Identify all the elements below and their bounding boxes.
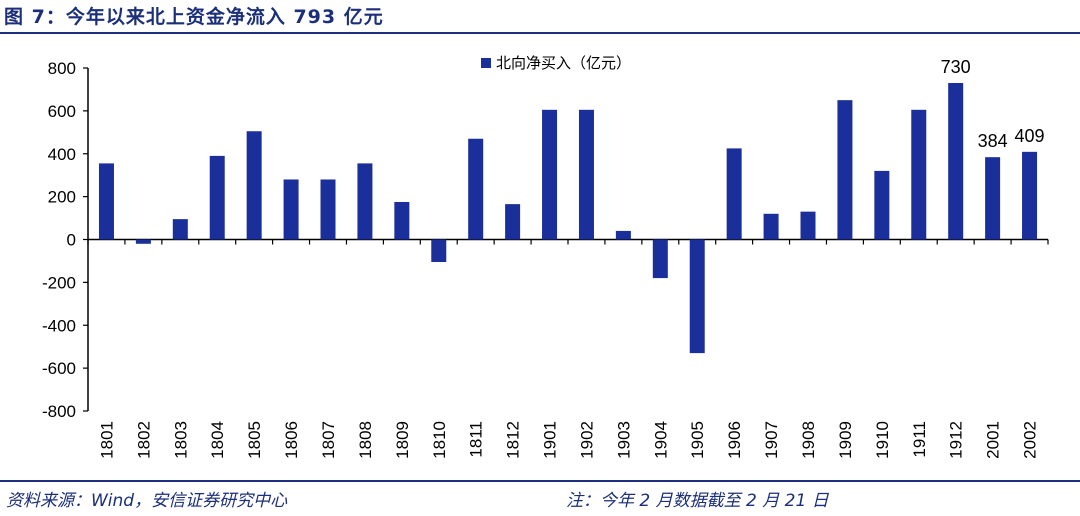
data-label: 384 [978, 131, 1008, 151]
bar-1911 [911, 109, 927, 240]
bar-1906 [726, 148, 742, 240]
bar-1805 [246, 131, 262, 240]
x-tick-label: 1901 [541, 421, 560, 459]
bar-1912 [948, 83, 964, 240]
title-divider [0, 32, 1080, 34]
y-tick-label: -600 [42, 359, 76, 378]
bar-1806 [283, 179, 299, 240]
x-tick-label: 1810 [430, 421, 449, 459]
page-title: 图 7：今年以来北上资金净流入 793 亿元 [4, 6, 384, 28]
x-tick-label: 1812 [504, 421, 523, 459]
x-tick-label: 1906 [725, 421, 744, 459]
bar-1807 [320, 179, 336, 240]
y-tick-label: -800 [42, 402, 76, 421]
source-note: 资料来源：Wind，安信证券研究中心 [6, 491, 288, 511]
x-tick-label: 1911 [910, 421, 929, 458]
bar-1812 [505, 204, 521, 240]
y-tick-label: 800 [48, 59, 76, 78]
date-note: 注：今年 2 月数据截至 2 月 21 日 [566, 491, 829, 511]
x-tick-label: 1902 [577, 421, 596, 459]
x-tick-label: 2002 [1021, 421, 1040, 459]
x-tick-label: 1806 [282, 421, 301, 459]
x-tick-label: 1808 [356, 421, 375, 459]
y-tick-label: 400 [48, 145, 76, 164]
x-tick-label: 1905 [688, 421, 707, 459]
chart-labels: 1801 1802 1803 1804 1805 1806 1807 1808 1809 1810… [97, 57, 1044, 459]
bar-1904 [652, 239, 668, 279]
bar-1910 [874, 170, 890, 240]
y-tick-label: 200 [48, 188, 76, 207]
chart-legend: 北向净买入（亿元） [481, 54, 631, 72]
bar-2001 [985, 157, 1001, 240]
bar-1903 [615, 230, 631, 240]
bar-1810 [431, 239, 447, 263]
x-tick-label: 1809 [393, 421, 412, 459]
bar-1801 [98, 163, 114, 240]
bar-1804 [209, 155, 225, 240]
x-tick-label: 1912 [947, 421, 966, 459]
footer-divider [0, 480, 1080, 482]
data-label: 730 [941, 57, 971, 77]
x-tick-label: 1909 [836, 421, 855, 459]
x-tick-label: 1908 [799, 421, 818, 459]
x-tick-label: 1807 [319, 421, 338, 459]
bar-1803 [172, 219, 188, 240]
bar-1905 [689, 239, 705, 354]
bar-1808 [357, 163, 373, 240]
y-tick-label: 0 [67, 231, 76, 250]
x-tick-label: 1910 [873, 421, 892, 459]
x-tick-label: 1811 [467, 421, 486, 458]
bar-1809 [394, 201, 410, 240]
x-tick-label: 1805 [245, 421, 264, 459]
x-tick-label: 1903 [614, 421, 633, 459]
bar-1909 [837, 100, 853, 240]
y-tick-label: 600 [48, 102, 76, 121]
x-tick-label: 1802 [134, 421, 153, 459]
x-tick-label: 1801 [97, 421, 116, 459]
bar-1908 [800, 211, 816, 240]
x-tick-label: 1803 [171, 421, 190, 459]
bar-1802 [135, 239, 151, 244]
bar-1902 [578, 109, 594, 240]
bar-1901 [542, 109, 558, 240]
bar-2002 [1022, 151, 1038, 240]
y-tick-label: -200 [42, 273, 76, 292]
bar-1811 [468, 138, 484, 240]
x-tick-label: 1904 [651, 421, 670, 459]
x-tick-label: 2001 [984, 421, 1003, 459]
legend-label: 北向净买入（亿元） [496, 54, 631, 72]
chart-bars [98, 83, 1038, 354]
x-tick-label: 1804 [208, 421, 227, 459]
x-tick-label: 1907 [762, 421, 781, 459]
y-tick-label: -400 [42, 316, 76, 335]
legend-swatch [481, 58, 491, 68]
bar-1907 [763, 213, 779, 240]
data-label: 409 [1015, 126, 1045, 146]
